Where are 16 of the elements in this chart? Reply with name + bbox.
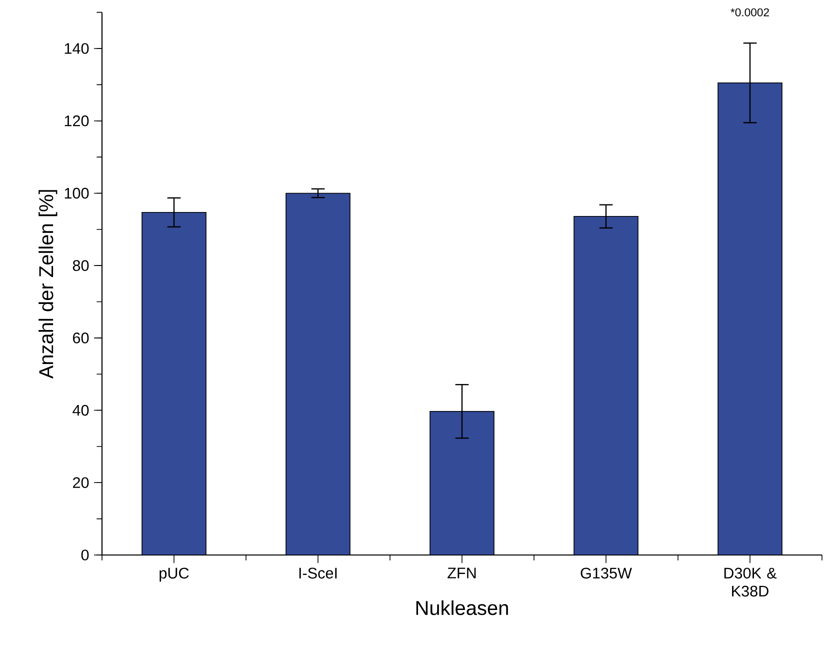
x-tick-label: pUC: [160, 568, 189, 582]
y-tick-label: 60: [73, 332, 89, 344]
x-tick-label: ZFN: [448, 568, 476, 578]
y-tick-label: 20: [73, 477, 89, 488]
y-tick-label: 40: [72, 404, 89, 416]
annotation: *0.0002: [730, 8, 769, 16]
x-tick-label: D30K & K38D: [724, 568, 777, 597]
y-tick-label: 140: [64, 43, 89, 54]
y-axis-title: Anzahl der Zellen [%]: [38, 190, 58, 379]
x-tick-label: G135W: [580, 568, 632, 579]
y-tick-label: 80: [72, 260, 89, 271]
x-tick-label: I-SceI: [299, 568, 337, 579]
y-tick-label: 0: [81, 550, 89, 560]
y-tick-label: 120: [64, 115, 89, 126]
x-axis-title: Nukleasen: [416, 600, 508, 616]
y-tick-label: 100: [64, 188, 89, 199]
